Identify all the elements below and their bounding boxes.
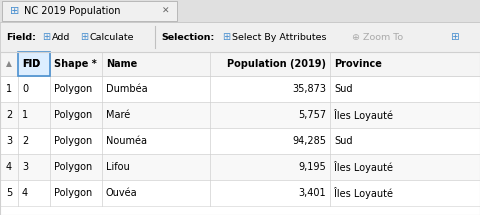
Bar [0, 52, 480, 215]
Text: FID: FID [22, 59, 40, 69]
Text: ⊞: ⊞ [222, 32, 230, 42]
Bar [0, 180, 480, 206]
Text: 3: 3 [6, 136, 12, 146]
Text: NC 2019 Population: NC 2019 Population [24, 6, 120, 16]
Text: Polygon: Polygon [54, 136, 92, 146]
Text: ⊞: ⊞ [10, 6, 19, 16]
Text: Add: Add [52, 32, 71, 41]
Text: Ouvéa: Ouvéa [106, 188, 138, 198]
Text: Select By Attributes: Select By Attributes [232, 32, 326, 41]
Text: Polygon: Polygon [54, 84, 92, 94]
Bar [2, 1, 177, 21]
Text: Nouméa: Nouméa [106, 136, 147, 146]
Text: Maré: Maré [106, 110, 130, 120]
Text: 1: 1 [22, 110, 28, 120]
Text: ⊞: ⊞ [80, 32, 88, 42]
Text: ✕: ✕ [162, 6, 169, 15]
Text: 3: 3 [22, 162, 28, 172]
Text: Îles Loyauté: Îles Loyauté [334, 161, 393, 173]
Bar [0, 0, 480, 22]
Text: Name: Name [106, 59, 137, 69]
Text: Lifou: Lifou [106, 162, 130, 172]
Text: 4: 4 [22, 188, 28, 198]
Text: 2: 2 [22, 136, 28, 146]
Bar [18, 52, 50, 76]
Text: 2: 2 [6, 110, 12, 120]
Text: ⊞: ⊞ [42, 32, 50, 42]
Bar [0, 22, 480, 52]
Bar [0, 52, 480, 215]
Text: FID: FID [22, 59, 40, 69]
Text: 9,195: 9,195 [298, 162, 326, 172]
Text: 94,285: 94,285 [292, 136, 326, 146]
Text: Dumbéa: Dumbéa [106, 84, 148, 94]
Bar [0, 128, 480, 154]
Text: 4: 4 [6, 162, 12, 172]
Text: Shape *: Shape * [54, 59, 97, 69]
Text: Polygon: Polygon [54, 188, 92, 198]
Text: ▲: ▲ [6, 60, 12, 69]
Text: Polygon: Polygon [54, 162, 92, 172]
Text: Province: Province [334, 59, 382, 69]
Bar [0, 52, 480, 76]
Text: 3,401: 3,401 [299, 188, 326, 198]
Text: 35,873: 35,873 [292, 84, 326, 94]
Text: Calculate: Calculate [90, 32, 134, 41]
Text: ⊞: ⊞ [450, 32, 459, 42]
Bar [0, 76, 480, 102]
Text: Îles Loyauté: Îles Loyauté [334, 187, 393, 199]
Text: Sud: Sud [334, 84, 352, 94]
Text: Population (2019): Population (2019) [227, 59, 326, 69]
Text: Selection:: Selection: [161, 32, 214, 41]
Text: ⊕ Zoom To: ⊕ Zoom To [352, 32, 403, 41]
Text: Field:: Field: [6, 32, 36, 41]
Text: Polygon: Polygon [54, 110, 92, 120]
Text: Îles Loyauté: Îles Loyauté [334, 109, 393, 121]
Text: 0: 0 [22, 84, 28, 94]
Text: 1: 1 [6, 84, 12, 94]
Bar [0, 154, 480, 180]
Text: 5,757: 5,757 [298, 110, 326, 120]
Text: Sud: Sud [334, 136, 352, 146]
Bar [0, 102, 480, 128]
Text: 5: 5 [6, 188, 12, 198]
